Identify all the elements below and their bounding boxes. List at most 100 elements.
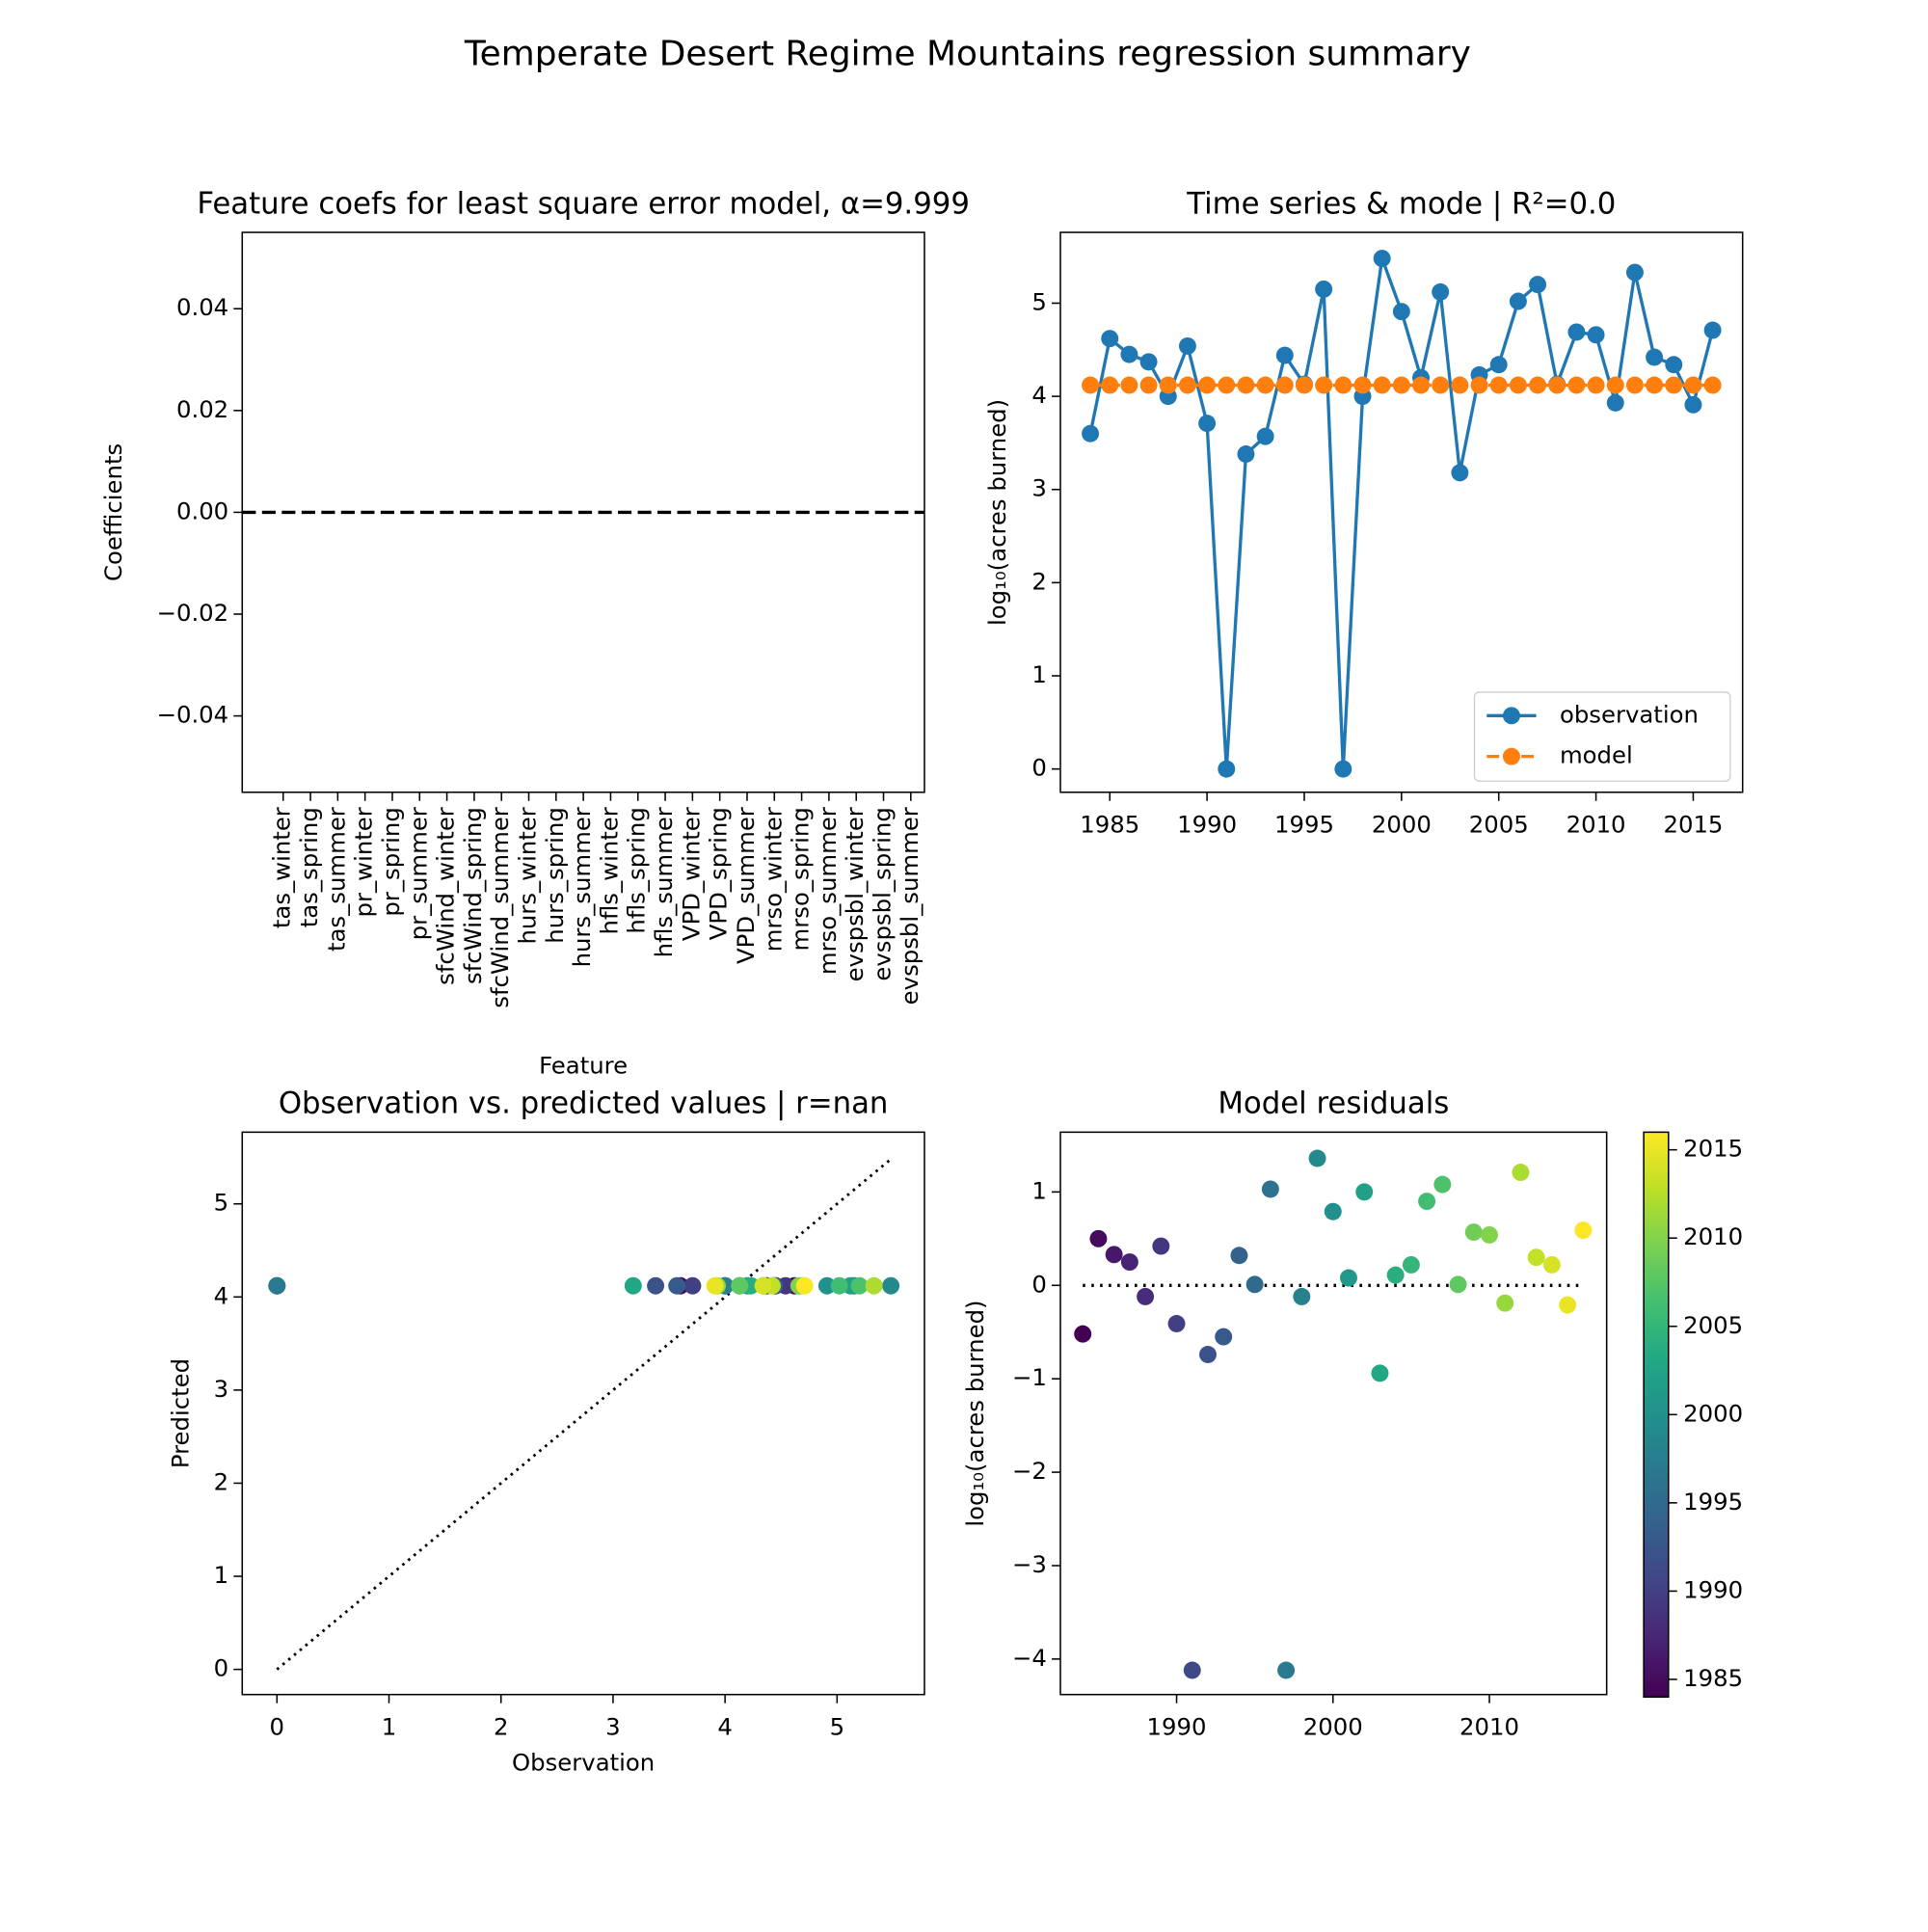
y-tick-label: 0 — [1031, 754, 1047, 782]
point — [1509, 376, 1527, 394]
point — [817, 1276, 836, 1295]
y-axis-label: Predicted — [166, 1358, 194, 1468]
axes-frame — [1059, 231, 1744, 793]
y-tick-label: −3 — [1012, 1550, 1047, 1578]
point — [850, 1276, 869, 1295]
axes-frame — [241, 1131, 925, 1696]
point — [1386, 1266, 1405, 1284]
point — [1432, 376, 1450, 394]
point — [1665, 376, 1683, 394]
point — [647, 1276, 665, 1295]
x-tick-label: VPD_summer — [732, 806, 760, 964]
point — [1082, 424, 1100, 443]
point — [1606, 376, 1624, 394]
point — [1412, 376, 1430, 394]
x-tick-label: hfls_summer — [650, 806, 678, 957]
point — [1198, 376, 1217, 394]
point — [1198, 415, 1217, 433]
point — [1167, 1315, 1186, 1332]
point — [1559, 1296, 1577, 1314]
point — [795, 1276, 814, 1295]
y-tick-label: −2 — [1012, 1457, 1047, 1485]
point — [1275, 346, 1294, 364]
point — [1489, 356, 1508, 374]
y-tick-label: −4 — [1012, 1644, 1047, 1672]
point — [1324, 1202, 1342, 1221]
y-tick-label: 1 — [1031, 660, 1047, 688]
colorbar-tick-label: 1990 — [1683, 1575, 1743, 1603]
point — [1315, 280, 1333, 298]
x-axis-label: Feature — [539, 1051, 628, 1079]
axes-frame — [1059, 1131, 1608, 1696]
point — [1101, 330, 1119, 348]
point — [1542, 1255, 1561, 1274]
y-axis-label: Coefficients — [99, 443, 127, 581]
point — [1606, 393, 1624, 412]
point — [1308, 1149, 1326, 1167]
colorbar-tick-label: 1985 — [1683, 1664, 1743, 1692]
point — [1703, 376, 1722, 394]
colorbar — [1643, 1131, 1670, 1699]
point — [1152, 1237, 1170, 1255]
y-tick-label: 0.04 — [176, 293, 228, 321]
point — [1402, 1255, 1420, 1274]
point — [1261, 1180, 1279, 1198]
x-tick-label: 2010 — [1566, 810, 1626, 838]
point — [1245, 1275, 1264, 1294]
x-tick-label: 1990 — [1177, 810, 1237, 838]
x-tick-label: mrso_winter — [759, 806, 787, 952]
point — [1509, 292, 1527, 310]
point — [1418, 1193, 1436, 1211]
point — [1451, 464, 1469, 482]
y-axis-label: log₁₀(acres burned) — [983, 399, 1011, 626]
point — [1089, 1229, 1108, 1248]
y-tick-label: 4 — [214, 1281, 229, 1309]
y-tick-label: −0.04 — [157, 701, 229, 729]
point — [882, 1276, 900, 1295]
x-tick-label: pr_spring — [377, 807, 405, 916]
x-tick-label: 0 — [270, 1712, 284, 1740]
axes-title: Model residuals — [1218, 1087, 1449, 1121]
x-tick-label: sfcWind_summer — [486, 806, 514, 1008]
point — [1215, 1328, 1233, 1346]
point — [1574, 1221, 1593, 1240]
y-tick-label: 2 — [214, 1467, 229, 1495]
x-tick-label: 2005 — [1469, 810, 1529, 838]
y-tick-label: 1 — [1031, 1176, 1047, 1204]
axes-title: Feature coefs for least square error mod… — [197, 186, 970, 221]
x-tick-label: 1990 — [1147, 1712, 1207, 1740]
y-tick-label: −0.02 — [157, 599, 229, 627]
y-tick-label: 1 — [214, 1561, 229, 1589]
colorbar-tick-label: 2005 — [1683, 1311, 1743, 1339]
x-tick-label: 1985 — [1080, 810, 1139, 838]
point — [1373, 250, 1391, 268]
point — [683, 1276, 702, 1295]
point — [1373, 376, 1391, 394]
y-tick-label: −1 — [1012, 1363, 1047, 1391]
point — [1529, 276, 1547, 294]
point — [731, 1276, 749, 1295]
x-tick-label: 2000 — [1303, 1712, 1363, 1740]
point — [1567, 323, 1586, 341]
x-tick-label: tas_winter — [268, 806, 296, 928]
x-tick-label: pr_summer — [404, 806, 432, 940]
point — [1512, 1164, 1530, 1181]
point — [1178, 376, 1196, 394]
colorbar-tick-label: 2010 — [1683, 1222, 1743, 1250]
y-tick-label: 5 — [214, 1189, 229, 1217]
legend-marker — [1502, 747, 1520, 765]
point — [1296, 376, 1313, 394]
x-tick-label: 1995 — [1274, 810, 1334, 838]
x-tick-label: 2010 — [1459, 1712, 1519, 1740]
point — [1470, 376, 1488, 394]
point — [1567, 376, 1586, 394]
y-tick-label: 0 — [1031, 1270, 1047, 1298]
point — [1433, 1175, 1452, 1194]
point — [1529, 376, 1547, 394]
x-tick-label: 2015 — [1663, 810, 1723, 838]
point — [268, 1276, 286, 1295]
legend-marker — [1502, 707, 1520, 725]
x-tick-label: 3 — [605, 1712, 621, 1740]
x-tick-label: tas_spring — [295, 807, 323, 927]
